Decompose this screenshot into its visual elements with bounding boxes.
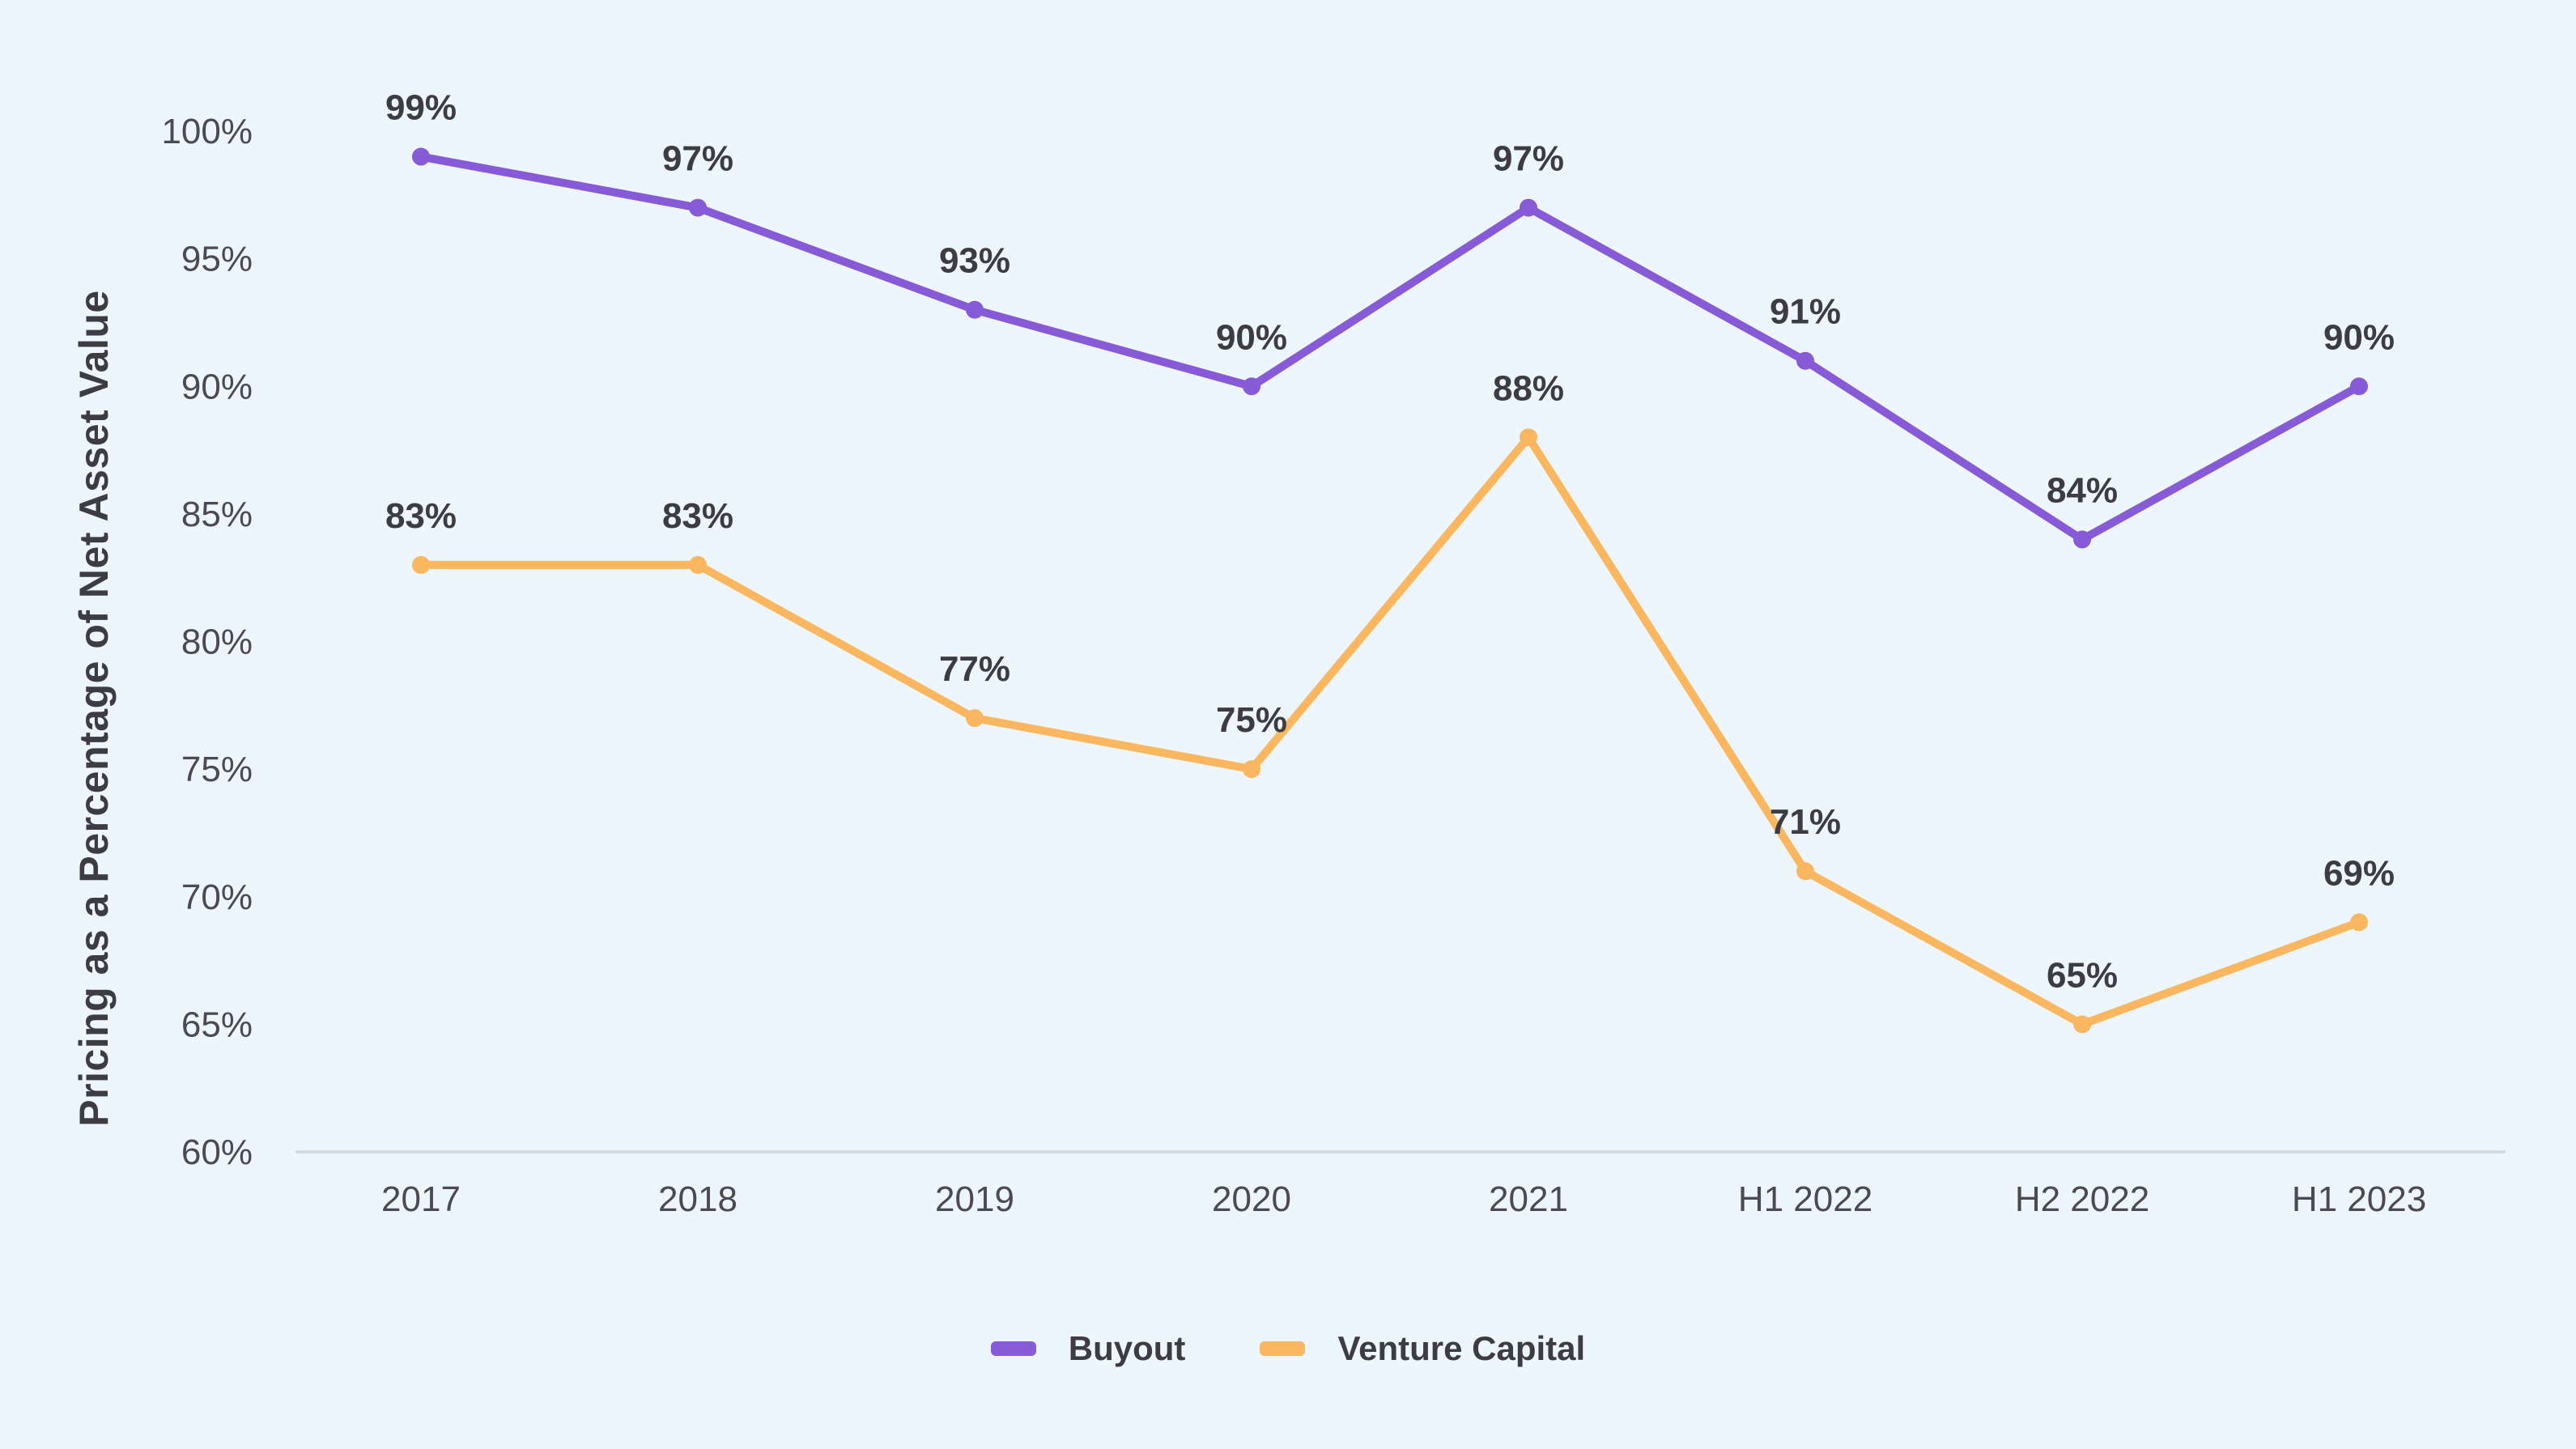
data-point [966, 300, 984, 319]
x-tick-label: 2021 [1489, 1179, 1568, 1219]
data-point [2073, 1015, 2091, 1034]
data-point [2073, 530, 2091, 549]
x-tick-label: 2017 [381, 1179, 461, 1219]
x-tick-label: H1 2023 [2292, 1179, 2426, 1219]
data-point-label: 65% [2047, 955, 2118, 995]
y-tick-label: 85% [181, 495, 253, 534]
data-point [1243, 760, 1260, 779]
y-tick-label: 90% [181, 367, 253, 406]
y-tick-label: 60% [181, 1132, 253, 1172]
data-point [1796, 351, 1814, 370]
data-point [1520, 198, 1537, 217]
data-point-label: 90% [2323, 317, 2395, 357]
data-point-label: 90% [1216, 317, 1287, 357]
data-point-label: 71% [1770, 802, 1841, 842]
data-point-label: 93% [939, 241, 1010, 281]
y-tick-label: 95% [181, 240, 253, 279]
legend-swatch-buyout-icon [990, 1341, 1036, 1356]
legend-item-venture-capital: Venture Capital [1260, 1329, 1585, 1368]
data-point [412, 147, 430, 166]
data-point [689, 198, 707, 217]
data-point-label: 97% [662, 139, 733, 179]
legend-item-buyout: Buyout [990, 1329, 1186, 1368]
data-point-label: 75% [1216, 700, 1287, 740]
data-point-label: 83% [662, 496, 733, 536]
data-point-label: 77% [939, 649, 1010, 689]
legend-swatch-venture-capital-icon [1260, 1341, 1306, 1356]
data-point-label: 88% [1493, 368, 1564, 408]
data-point-label: 99% [385, 88, 457, 128]
data-point [412, 555, 430, 574]
y-tick-label: 70% [181, 877, 253, 917]
x-tick-label: 2020 [1212, 1179, 1291, 1219]
data-point-label: 91% [1770, 292, 1841, 332]
legend-label-buyout: Buyout [1068, 1329, 1186, 1367]
data-point [2350, 913, 2368, 932]
data-point-label: 69% [2323, 853, 2395, 893]
x-tick-label: H2 2022 [2015, 1179, 2149, 1219]
data-point-label: 84% [2047, 470, 2118, 510]
data-point [2350, 377, 2368, 396]
x-tick-label: H1 2022 [1738, 1179, 1872, 1219]
y-tick-label: 65% [181, 1005, 253, 1044]
data-point [1243, 377, 1260, 396]
y-tick-label: 80% [181, 623, 253, 662]
x-tick-label: 2019 [935, 1179, 1014, 1219]
data-point [966, 709, 984, 728]
chart-legend: Buyout Venture Capital [0, 1328, 2576, 1370]
data-point-label: 83% [385, 496, 457, 536]
y-tick-label: 75% [181, 750, 253, 789]
data-point [1520, 428, 1537, 447]
data-point-label: 97% [1493, 139, 1564, 179]
series-line [417, 152, 2363, 544]
y-tick-label: 100% [161, 112, 253, 151]
legend-label-venture-capital: Venture Capital [1337, 1329, 1586, 1367]
x-tick-label: 2018 [658, 1179, 738, 1219]
data-point [689, 555, 707, 574]
series-line [417, 433, 2363, 1029]
data-point [1796, 862, 1814, 881]
